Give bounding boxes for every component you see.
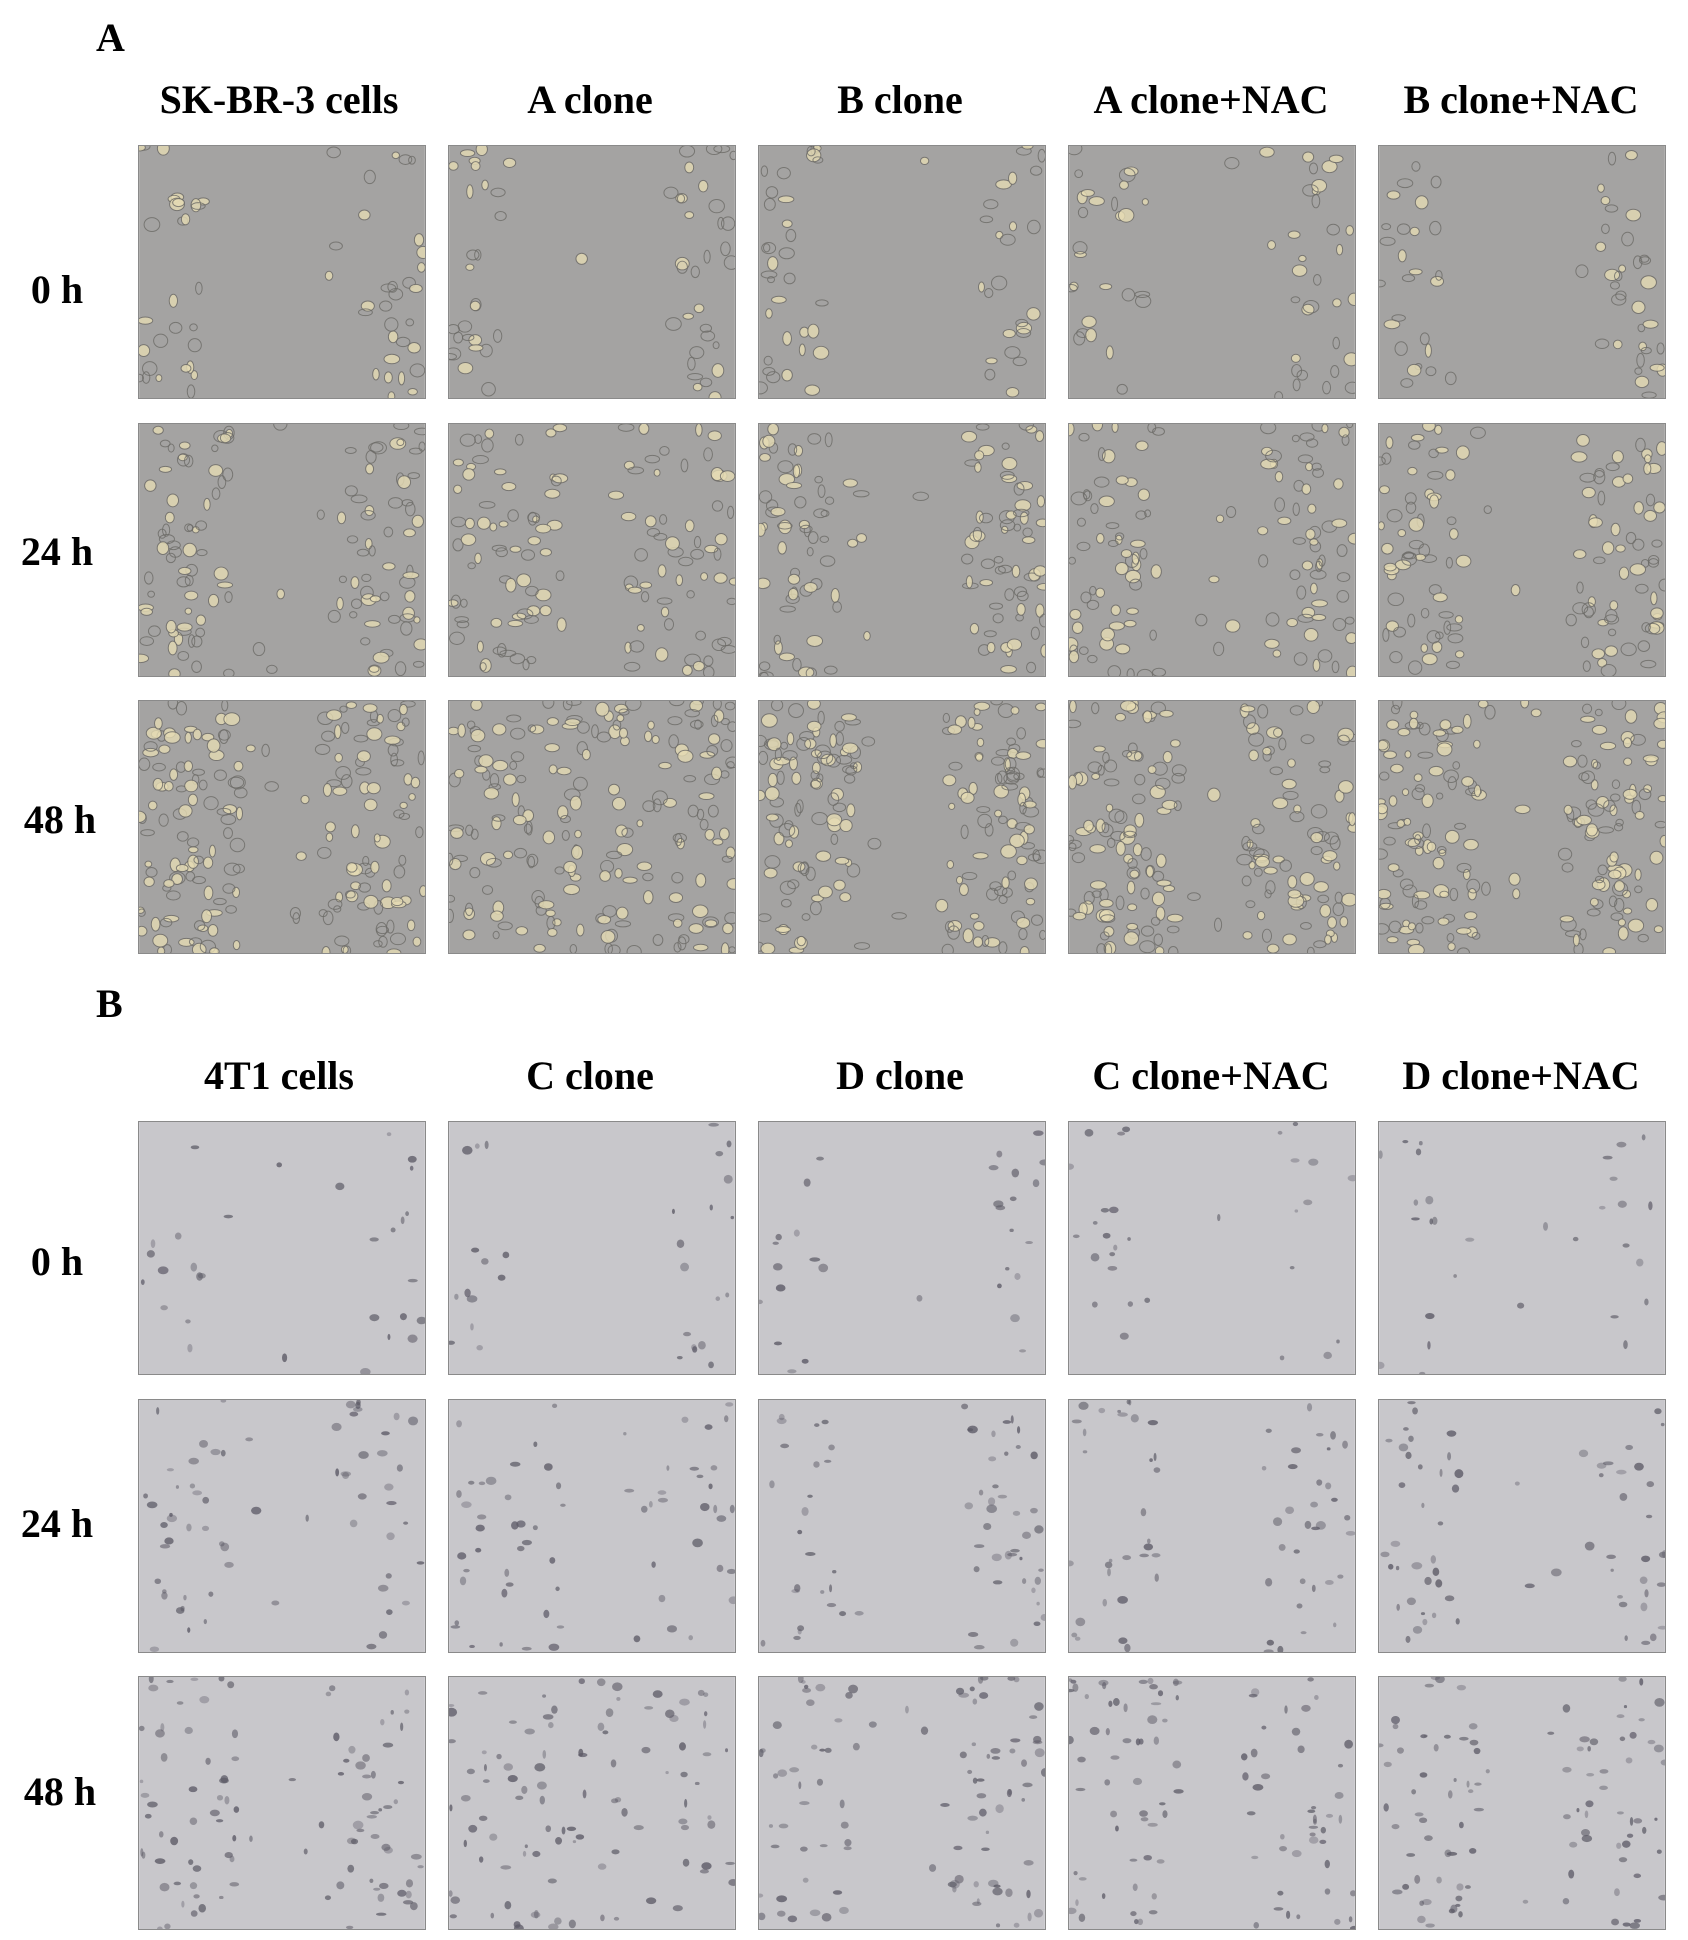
column-label: D clone — [836, 1053, 964, 1098]
column-label: B clone — [837, 77, 963, 122]
micrograph-image — [758, 423, 1046, 677]
column-label: 4T1 cells — [204, 1053, 354, 1098]
micrograph-image — [448, 1121, 736, 1375]
micrograph-image — [758, 1121, 1046, 1375]
panel-letter-a: A — [96, 15, 125, 60]
row-label: 48 h — [23, 797, 97, 842]
micrograph-image — [1378, 700, 1666, 954]
column-label: D clone+NAC — [1402, 1053, 1640, 1098]
row-label: 0 h — [30, 1239, 84, 1284]
column-label: C clone — [526, 1053, 654, 1098]
micrograph-image — [1378, 1121, 1666, 1375]
micrograph-image — [138, 1121, 426, 1375]
micrograph-image — [1378, 423, 1666, 677]
micrograph-image — [1068, 145, 1356, 399]
micrograph-image — [1068, 1399, 1356, 1653]
micrograph-image — [758, 1676, 1046, 1930]
micrograph-image — [758, 145, 1046, 399]
column-label: A clone+NAC — [1093, 77, 1329, 122]
panel-letter-b: B — [96, 981, 123, 1026]
micrograph-image — [138, 1676, 426, 1930]
micrograph-image — [1068, 1676, 1356, 1930]
micrograph-image — [448, 423, 736, 677]
micrograph-image — [1378, 1676, 1666, 1930]
column-label: A clone — [527, 77, 653, 122]
micrograph-image — [448, 145, 736, 399]
row-label: 48 h — [23, 1769, 97, 1814]
micrograph-image — [448, 700, 736, 954]
micrograph-image — [758, 700, 1046, 954]
micrograph-image — [138, 145, 426, 399]
micrograph-image — [448, 1676, 736, 1930]
micrograph-image — [758, 1399, 1046, 1653]
micrograph-image — [448, 1399, 736, 1653]
micrograph-image — [1068, 1121, 1356, 1375]
column-label: C clone+NAC — [1092, 1053, 1330, 1098]
micrograph-image — [138, 423, 426, 677]
row-label: 0 h — [30, 267, 84, 312]
column-label: B clone+NAC — [1403, 77, 1639, 122]
row-label: 24 h — [20, 529, 94, 574]
micrograph-image — [138, 700, 426, 954]
micrograph-image — [1378, 1399, 1666, 1653]
column-label: SK-BR-3 cells — [159, 77, 399, 122]
micrograph-image — [1068, 423, 1356, 677]
micrograph-image — [1068, 700, 1356, 954]
micrograph-image — [138, 1399, 426, 1653]
row-label: 24 h — [20, 1501, 94, 1546]
micrograph-image — [1378, 145, 1666, 399]
